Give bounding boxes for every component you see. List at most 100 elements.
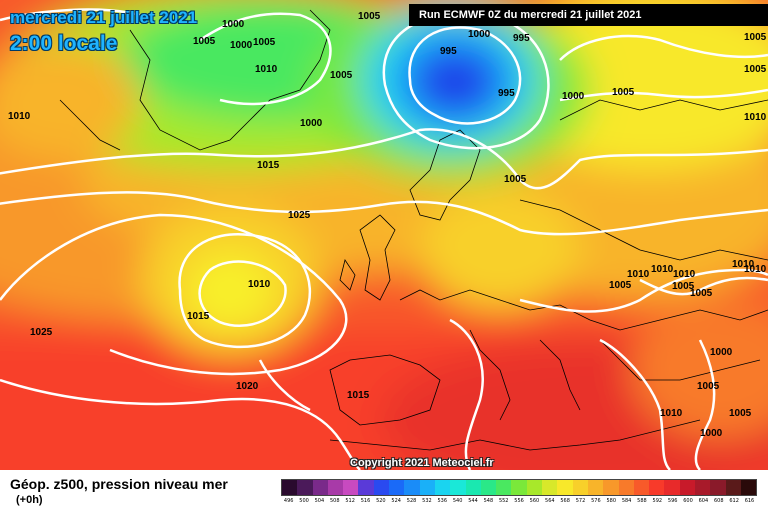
colorbar-tick-label: 524	[391, 498, 401, 504]
colorbar-tick-label: 588	[637, 498, 647, 504]
legend-subtitle: (+0h)	[16, 494, 43, 506]
isobar-label: 1000	[710, 347, 733, 358]
colorbar-swatch	[679, 480, 696, 495]
isobar-label: 1000	[300, 118, 323, 129]
forecast-local-time: 2:00 locale	[10, 32, 118, 55]
isobar-label: 1010	[651, 264, 674, 275]
isobar-label: 1005	[744, 64, 767, 75]
isobar-labels: 1000 1005 1000 1005 1010 1005 1000 995 9…	[8, 11, 767, 439]
colorbar-swatch	[282, 480, 298, 495]
colorbar-swatch	[695, 480, 711, 495]
colorbar-tick-label: 548	[483, 498, 494, 504]
colorbar	[281, 479, 757, 496]
colorbar-swatch	[343, 480, 359, 495]
colorbar-swatch	[633, 480, 650, 495]
colorbar-tick-label: 616	[744, 498, 755, 504]
isobar-label: 1010	[627, 269, 650, 280]
colorbar-swatch	[511, 480, 527, 495]
colorbar-tick-label: 568	[560, 498, 570, 504]
colorbar-swatch	[572, 480, 588, 495]
geopotential-field	[0, 0, 768, 470]
copyright-notice: Copyright 2021 Meteociel.fr	[350, 457, 494, 469]
colorbar-swatch	[710, 480, 726, 495]
colorbar-tick-label: 576	[591, 498, 601, 504]
isobar-label: 1000	[468, 29, 491, 40]
colorbar-swatch	[389, 480, 405, 495]
isobar-label: 1010	[255, 64, 278, 75]
colorbar-swatch	[450, 480, 466, 495]
isobar-label: 1005	[253, 37, 276, 48]
colorbar-tick-label: 560	[529, 498, 540, 504]
colorbar-swatch	[312, 480, 328, 495]
isobar-label: 1005	[358, 11, 381, 22]
colorbar-swatch	[419, 480, 435, 495]
colorbar-swatch	[587, 480, 604, 495]
colorbar-swatch	[603, 480, 619, 495]
colorbar-tick-label: 544	[468, 498, 478, 504]
colorbar-tick-label: 508	[329, 498, 340, 504]
colorbar-tick-label: 528	[406, 498, 417, 504]
isobar-label: 1010	[660, 408, 683, 419]
isobar-label: 1005	[504, 174, 527, 185]
isobar-label: 1000	[700, 428, 723, 439]
isobar-label: 1010	[732, 259, 755, 270]
colorbar-swatch	[358, 480, 374, 495]
isobar-label: 1010	[248, 279, 271, 290]
colorbar-swatch	[664, 480, 680, 495]
isobar-label: 995	[513, 33, 530, 44]
colorbar-tick-label: 584	[621, 498, 632, 504]
isobar-label: 1005	[672, 281, 695, 292]
colorbar-swatch	[327, 480, 344, 495]
isobar-label: 1005	[697, 381, 720, 392]
isobar-label: 1005	[330, 70, 353, 81]
colorbar-tick-label: 536	[437, 498, 448, 504]
colorbar-tick-label: 572	[575, 498, 586, 504]
colorbar-tick-label: 496	[283, 498, 294, 504]
isobar-label: 1010	[8, 111, 31, 122]
colorbar-tick-label: 604	[698, 498, 709, 504]
colorbar-tick-label: 552	[498, 498, 509, 504]
isobar-label: 1000	[230, 40, 253, 51]
isobar-label: 1025	[288, 210, 311, 221]
map-canvas: 1000 1005 1000 1005 1010 1005 1000 995 9…	[0, 0, 768, 470]
run-banner: Run ECMWF 0Z du mercredi 21 juillet 2021	[409, 4, 768, 26]
colorbar-tick-label: 612	[729, 498, 739, 504]
colorbar-swatch	[496, 480, 512, 495]
isobar-label: 1010	[744, 112, 767, 123]
weather-map: 1000 1005 1000 1005 1010 1005 1000 995 9…	[0, 0, 768, 470]
colorbar-swatch	[434, 480, 451, 495]
colorbar-tick-label: 500	[299, 498, 309, 504]
colorbar-swatch	[526, 480, 543, 495]
isobar-label: 1010	[673, 269, 696, 280]
isobar-label: 1005	[729, 408, 752, 419]
isobar-label: 1005	[609, 280, 632, 291]
forecast-date: mercredi 21 juillet 2021	[10, 8, 198, 27]
isobar-label: 1000	[562, 91, 585, 102]
isobar-label: 1010	[744, 264, 767, 275]
colorbar-tick-label: 556	[514, 498, 524, 504]
legend-footer: Géop. z500, pression niveau mer (+0h) 49…	[0, 470, 768, 512]
colorbar-tick-label: 592	[652, 498, 663, 504]
isobar-label: 1005	[612, 87, 635, 98]
colorbar-swatch	[480, 480, 497, 495]
isobar-label: 1015	[257, 160, 280, 171]
coastlines	[59, 9, 768, 451]
colorbar-swatch	[725, 480, 741, 495]
colorbar-tick-label: 520	[376, 498, 386, 504]
isobar-label: 1005	[193, 36, 216, 47]
colorbar-tick-label: 504	[314, 498, 325, 504]
isobar-label: 1015	[187, 311, 210, 322]
colorbar-swatch	[465, 480, 481, 495]
isobar-label: 1025	[30, 327, 53, 338]
colorbar-swatch	[740, 480, 757, 495]
colorbar-swatch	[297, 480, 313, 495]
colorbar-tick-label: 608	[713, 498, 724, 504]
colorbar-tick-label: 564	[545, 498, 555, 504]
isobar-label: 995	[440, 46, 457, 57]
colorbar-swatch	[618, 480, 634, 495]
colorbar-tick-label: 596	[667, 498, 678, 504]
isobars	[0, 8, 768, 470]
isobar-label: 995	[498, 88, 515, 99]
colorbar-tick-label: 580	[606, 498, 616, 504]
colorbar-swatch	[542, 480, 558, 495]
